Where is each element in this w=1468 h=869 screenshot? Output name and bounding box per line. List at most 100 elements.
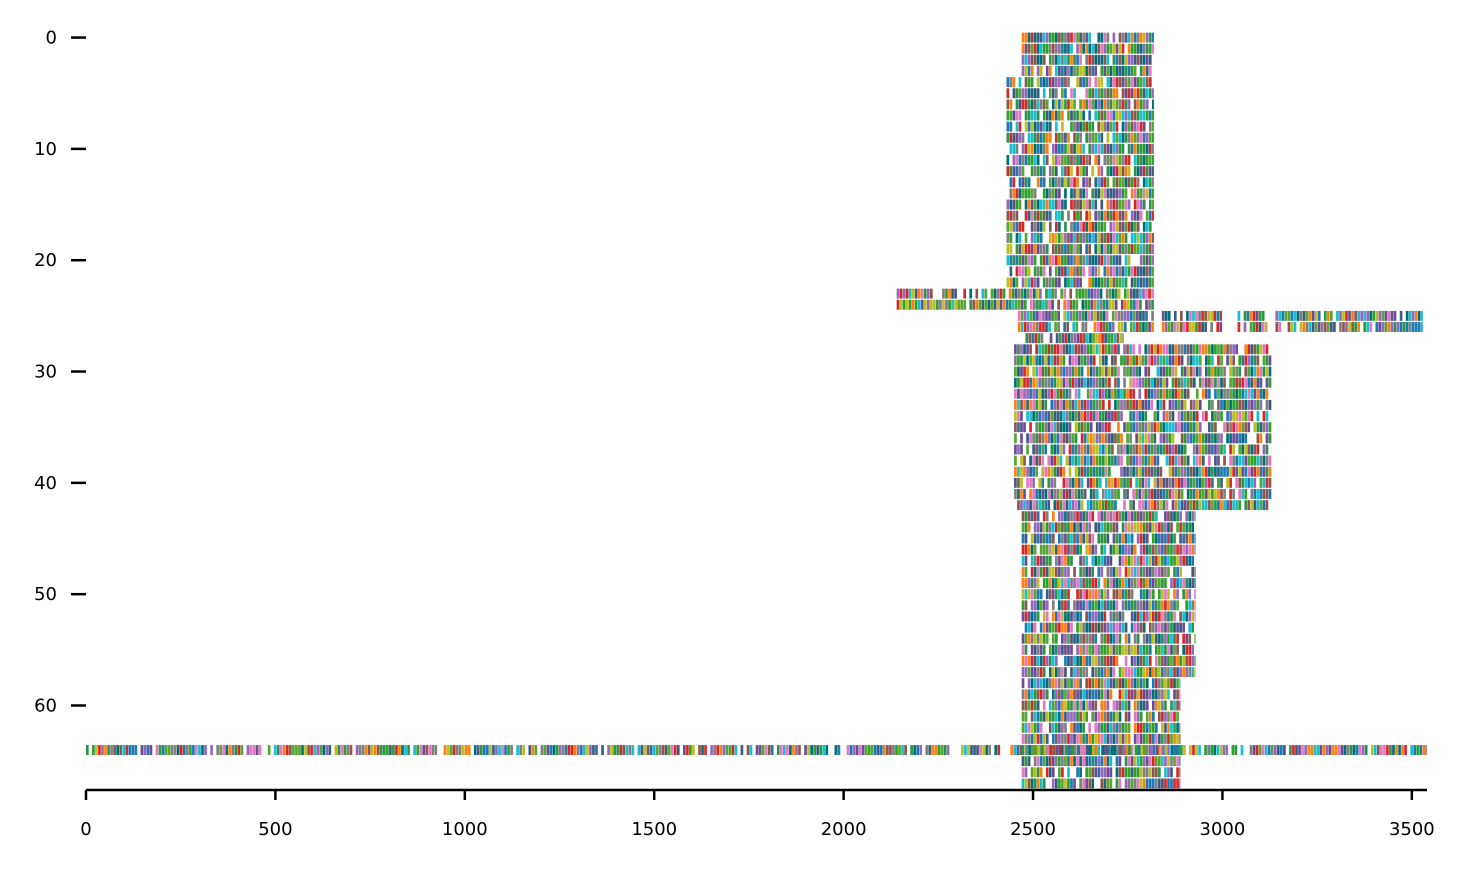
cell-mark <box>1089 411 1093 422</box>
cell-mark <box>1064 700 1067 711</box>
cell-mark <box>896 288 900 299</box>
cell-mark <box>1042 555 1046 566</box>
cell-mark <box>1145 689 1149 700</box>
cell-mark <box>1079 511 1082 522</box>
cell-mark <box>1180 377 1184 388</box>
cell-mark <box>1155 522 1158 533</box>
cell-mark <box>1112 578 1116 589</box>
cell-mark <box>1085 32 1088 43</box>
cell-mark <box>1085 756 1088 767</box>
cell-mark <box>1226 466 1229 477</box>
cell-mark <box>1024 578 1028 589</box>
cell-mark <box>1092 355 1096 366</box>
cell-mark <box>1167 711 1170 722</box>
cell-mark <box>1201 377 1205 388</box>
cell-mark <box>1150 455 1154 466</box>
cell-mark <box>1148 778 1152 789</box>
cell-mark <box>1067 700 1070 711</box>
cell-mark <box>1170 322 1174 332</box>
cell-mark <box>1115 578 1119 589</box>
cell-mark <box>1058 32 1061 43</box>
cell-mark <box>1061 244 1064 255</box>
cell-mark <box>1015 244 1019 255</box>
cell-mark <box>1219 322 1223 332</box>
cell-mark <box>1033 199 1037 210</box>
cell-mark <box>540 745 544 755</box>
cell-mark <box>1174 366 1178 377</box>
cell-mark <box>1164 633 1167 644</box>
cell-mark <box>1265 344 1269 355</box>
cell-mark <box>1097 611 1101 622</box>
cell-mark <box>1183 366 1187 377</box>
cell-mark <box>1096 288 1100 299</box>
cell-mark <box>1049 333 1053 344</box>
cell-mark <box>1055 143 1058 154</box>
cell-mark <box>1042 578 1046 589</box>
cell-mark <box>1293 310 1297 321</box>
cell-mark <box>1027 756 1031 767</box>
cell-mark <box>1021 266 1025 277</box>
cell-mark <box>128 745 132 755</box>
cell-mark <box>1053 411 1057 422</box>
cell-mark <box>1121 121 1125 132</box>
cell-mark <box>1139 132 1143 143</box>
cell-mark <box>954 288 957 299</box>
cell-mark <box>298 745 301 755</box>
cell-mark <box>1201 322 1204 332</box>
cell-mark <box>1070 166 1073 177</box>
cell-mark <box>1020 288 1024 299</box>
cell-mark <box>1058 54 1061 65</box>
cell-mark <box>1056 377 1060 388</box>
cell-mark <box>1238 399 1242 410</box>
cell-mark <box>1173 778 1176 789</box>
cell-mark <box>1061 166 1064 177</box>
cell-mark <box>1076 611 1079 622</box>
cell-mark <box>1048 767 1052 778</box>
cell-mark <box>1108 477 1111 488</box>
cell-mark <box>1121 210 1125 221</box>
cell-mark <box>1079 656 1082 666</box>
cell-mark <box>1042 188 1046 199</box>
cell-mark <box>1101 466 1105 477</box>
cell-mark <box>1033 578 1037 589</box>
cell-mark <box>1021 756 1025 767</box>
cell-mark <box>1059 411 1063 422</box>
cell-mark <box>1089 477 1093 488</box>
cell-mark <box>1148 511 1152 522</box>
cell-mark <box>1080 377 1084 388</box>
cell-mark <box>1214 466 1217 477</box>
cell-mark <box>1008 299 1012 310</box>
cell-mark <box>1076 166 1079 177</box>
cell-mark <box>1112 99 1116 110</box>
cell-mark <box>692 745 695 755</box>
cell-mark <box>1097 745 1101 755</box>
cell-mark <box>1055 722 1058 733</box>
cell-mark <box>1024 110 1028 121</box>
cell-mark <box>1120 433 1123 444</box>
cell-mark <box>1067 255 1070 266</box>
cell-mark <box>1112 277 1116 288</box>
cell-mark <box>1151 555 1155 566</box>
cell-mark <box>1158 622 1161 633</box>
cell-mark <box>343 745 347 755</box>
cell-mark <box>1091 622 1095 633</box>
cell-mark <box>1097 143 1101 154</box>
cell-mark <box>1015 155 1019 165</box>
cell-mark <box>1108 455 1111 466</box>
cell-mark <box>1139 32 1143 43</box>
cell-mark <box>795 745 798 755</box>
cell-mark <box>1145 255 1149 266</box>
cell-mark <box>1064 644 1067 655</box>
cell-mark <box>1161 522 1164 533</box>
cell-mark <box>1243 310 1247 321</box>
cell-mark <box>1253 366 1257 377</box>
cell-mark <box>1048 77 1052 88</box>
cell-mark <box>1026 500 1029 511</box>
cell-mark <box>1030 733 1034 744</box>
cell-mark <box>1091 166 1095 177</box>
cell-mark <box>898 745 901 755</box>
cell-mark <box>905 299 909 310</box>
cell-mark <box>1182 555 1185 566</box>
cell-mark <box>1045 767 1049 778</box>
cell-mark <box>1211 377 1214 388</box>
